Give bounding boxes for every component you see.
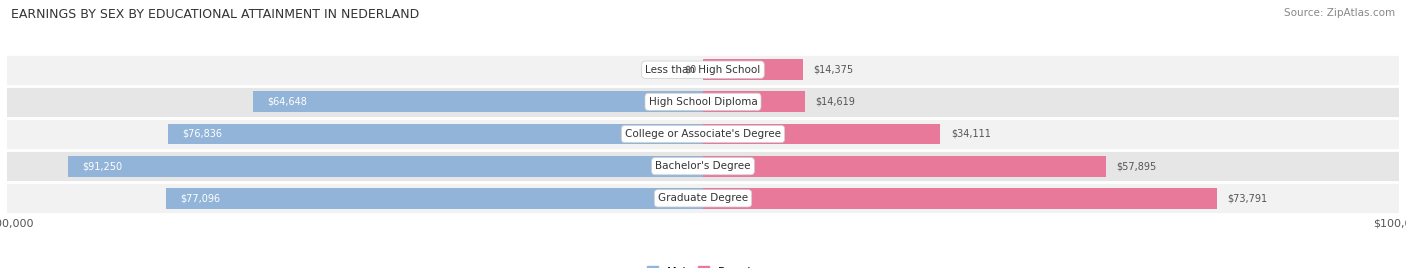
- Text: $91,250: $91,250: [82, 161, 122, 171]
- Text: College or Associate's Degree: College or Associate's Degree: [626, 129, 780, 139]
- Text: Graduate Degree: Graduate Degree: [658, 193, 748, 203]
- Text: Source: ZipAtlas.com: Source: ZipAtlas.com: [1284, 8, 1395, 18]
- Text: $57,895: $57,895: [1116, 161, 1157, 171]
- Text: $14,375: $14,375: [814, 65, 853, 75]
- Text: $76,836: $76,836: [183, 129, 222, 139]
- Bar: [703, 59, 803, 80]
- Text: $77,096: $77,096: [180, 193, 221, 203]
- Text: EARNINGS BY SEX BY EDUCATIONAL ATTAINMENT IN NEDERLAND: EARNINGS BY SEX BY EDUCATIONAL ATTAINMEN…: [11, 8, 419, 21]
- Legend: Male, Female: Male, Female: [643, 262, 763, 268]
- Bar: [703, 91, 804, 112]
- Text: $64,648: $64,648: [267, 97, 307, 107]
- Bar: [7, 182, 1399, 214]
- Text: $0: $0: [683, 65, 696, 75]
- Bar: [7, 150, 1399, 182]
- Bar: [169, 124, 703, 144]
- Bar: [703, 124, 941, 144]
- Text: Bachelor's Degree: Bachelor's Degree: [655, 161, 751, 171]
- Bar: [253, 91, 703, 112]
- Bar: [703, 188, 1216, 209]
- Bar: [67, 156, 703, 177]
- Text: High School Diploma: High School Diploma: [648, 97, 758, 107]
- Bar: [166, 188, 703, 209]
- Bar: [703, 156, 1107, 177]
- Text: $73,791: $73,791: [1227, 193, 1267, 203]
- Text: $34,111: $34,111: [950, 129, 991, 139]
- Text: $14,619: $14,619: [815, 97, 855, 107]
- Bar: [7, 86, 1399, 118]
- Bar: [7, 54, 1399, 86]
- Text: Less than High School: Less than High School: [645, 65, 761, 75]
- Bar: [7, 118, 1399, 150]
